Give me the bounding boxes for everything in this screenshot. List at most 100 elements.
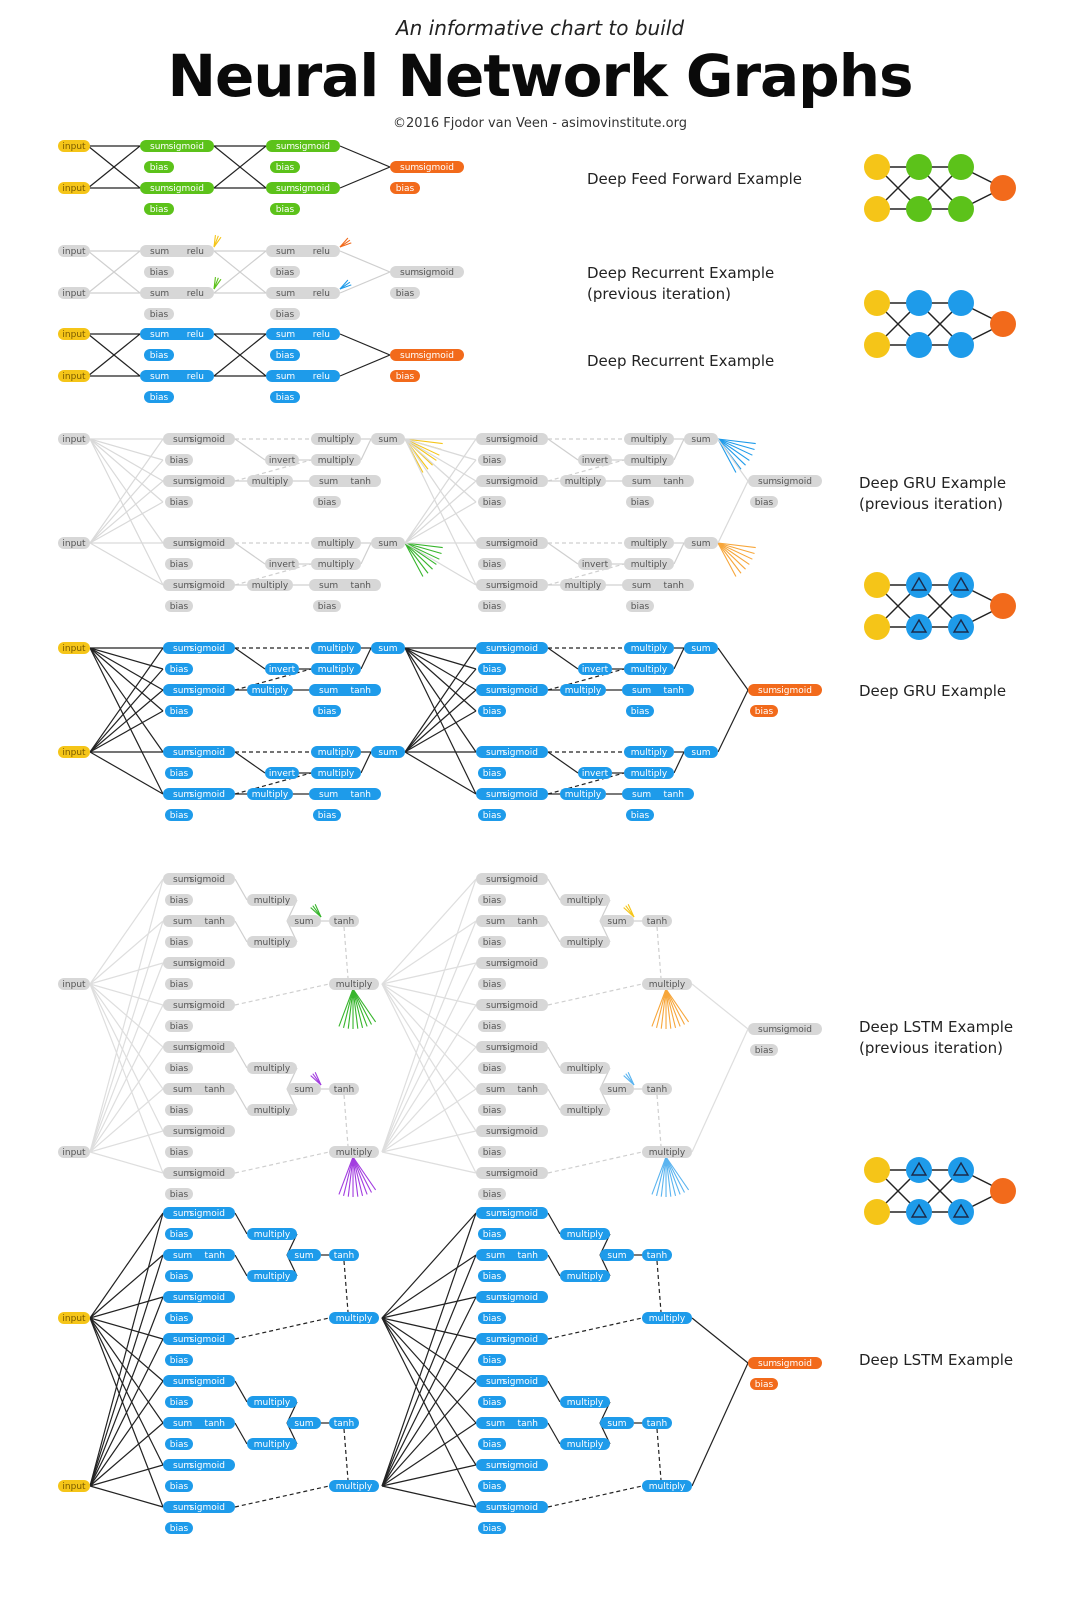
lstm-l2-0-multiply-out-shape: [642, 1312, 692, 1324]
gru-l2-1-reset-bias-shape: [478, 767, 506, 779]
lstm-l1-0-gate-bias-0-shape: [165, 1228, 193, 1240]
node-word: sum: [173, 644, 192, 654]
edge: [404, 480, 477, 544]
gru-prev-l2-1-reset-gate-shape: [476, 537, 548, 549]
gru-prev-output-node-shape: [748, 475, 822, 487]
edge: [547, 920, 561, 943]
node-word: sum: [486, 1169, 505, 1179]
lstm-l1-0-gate-bias-1: bias: [165, 1270, 193, 1282]
gru-prev-l1-1-multiply-a-shape: [311, 537, 361, 549]
node-word: tanh: [351, 790, 371, 800]
edge: [89, 1296, 164, 1487]
lstm-l1-1-gate-bias-3-shape: [165, 1522, 193, 1534]
node-word: bias: [483, 896, 502, 906]
edge: [89, 689, 164, 753]
lstm-l1-1-gate-bias-0-shape: [165, 1396, 193, 1408]
edge: [381, 1485, 477, 1508]
edge: [691, 983, 749, 1030]
lstm-prev-l1-1-gate-2-shape: [163, 1125, 235, 1137]
gru-l1-0-sum-shape: [371, 642, 405, 654]
gru-prev-l2-0-multiply-c: multiply: [560, 475, 606, 487]
gru-l1-0-reset-bias-shape: [165, 663, 193, 675]
gru-l1-0-reset-bias: bias: [165, 663, 193, 675]
lstm-l1-1-multiply-out-shape: [329, 1480, 379, 1492]
edge: [234, 647, 266, 670]
gru-l1-1-multiply-c-shape: [247, 788, 293, 800]
lstm-prev-l1-1-cell-tanh-shape: [329, 1083, 359, 1095]
edge: [347, 1156, 354, 1197]
node-word: tanh: [351, 581, 371, 591]
edge: [381, 1254, 477, 1487]
node-word: sigmoid: [503, 644, 538, 654]
node-word: tanh: [351, 477, 371, 487]
lstm-prev-l2-1-gate-bias-1-shape: [478, 1104, 506, 1116]
edge: [717, 647, 749, 691]
node-word: bias: [170, 498, 189, 508]
node-word: multiply: [649, 980, 686, 990]
edge: [89, 1317, 164, 1340]
rnn-prev-h1-bias: bias: [144, 266, 174, 278]
gru-l2-0-invert-shape: [578, 663, 612, 675]
input-neuron: [864, 196, 890, 222]
node-word: invert: [269, 665, 296, 675]
edge: [404, 438, 443, 445]
hidden-neuron: [948, 290, 974, 316]
node-word: sigmoid: [190, 686, 225, 696]
lstm-prev-l1-0-gate-bias-2-shape: [165, 978, 193, 990]
gate-triangle: [952, 576, 970, 591]
gru-prev-l2-1-multiply-a: multiply: [624, 537, 674, 549]
lstm-prev-l1-0-multiply-b: multiply: [247, 936, 297, 948]
node-word: sum: [173, 1127, 192, 1137]
node-word: multiply: [318, 769, 355, 779]
node-word: sigmoid: [190, 748, 225, 758]
lstm-prev-l1-1-multiply-b: multiply: [247, 1104, 297, 1116]
input-neuron: [864, 614, 890, 640]
node-word: multiply: [254, 1440, 291, 1450]
node-word: multiply: [567, 1272, 604, 1282]
node-word: bias: [170, 769, 189, 779]
node-word: tanh: [518, 1085, 538, 1095]
gru-l2-1-reset-gate-shape: [476, 746, 548, 758]
node-word: sigmoid: [503, 1335, 538, 1345]
edge: [89, 647, 164, 753]
edge: [547, 542, 579, 565]
node-word: input: [62, 184, 86, 194]
rnn-output-bias: bias: [390, 370, 420, 382]
gru-l2-0-multiply-a: multiply: [624, 642, 674, 654]
node-word: multiply: [631, 665, 668, 675]
edge: [89, 480, 164, 544]
lstm-prev-l1-0-gate-bias-1: bias: [165, 936, 193, 948]
example-label-lstm: Deep LSTM Example: [859, 1351, 1013, 1369]
node-word: bias: [483, 1272, 502, 1282]
edge: [717, 438, 737, 473]
edge: [717, 438, 746, 466]
node-word: sum: [486, 1209, 505, 1219]
node-word: bias: [483, 811, 502, 821]
hidden-neuron: [906, 290, 932, 316]
lstm-prev-l2-0-gate-bias-1-shape: [478, 936, 506, 948]
edge: [717, 542, 756, 549]
dff-h2-node-shape: [266, 182, 340, 194]
node-word: sum: [173, 1419, 192, 1429]
gru-prev-l1-1-update-bias-shape: [165, 600, 193, 612]
rnn-input-node-shape: [58, 370, 90, 382]
chart-title: Neural Network Graphs: [167, 42, 913, 110]
node-word: bias: [170, 1022, 189, 1032]
node-word: bias: [150, 310, 169, 320]
rnn-prev-h2-bias-shape: [270, 266, 300, 278]
edge: [89, 983, 164, 1006]
lstm-prev-l1-1-gate-3-shape: [163, 1167, 235, 1179]
edge: [381, 878, 477, 1153]
node-word: sum: [150, 372, 169, 382]
edge: [404, 459, 477, 544]
gru-l2-0-update-bias-shape: [478, 705, 506, 717]
node-word: sum: [276, 289, 295, 299]
